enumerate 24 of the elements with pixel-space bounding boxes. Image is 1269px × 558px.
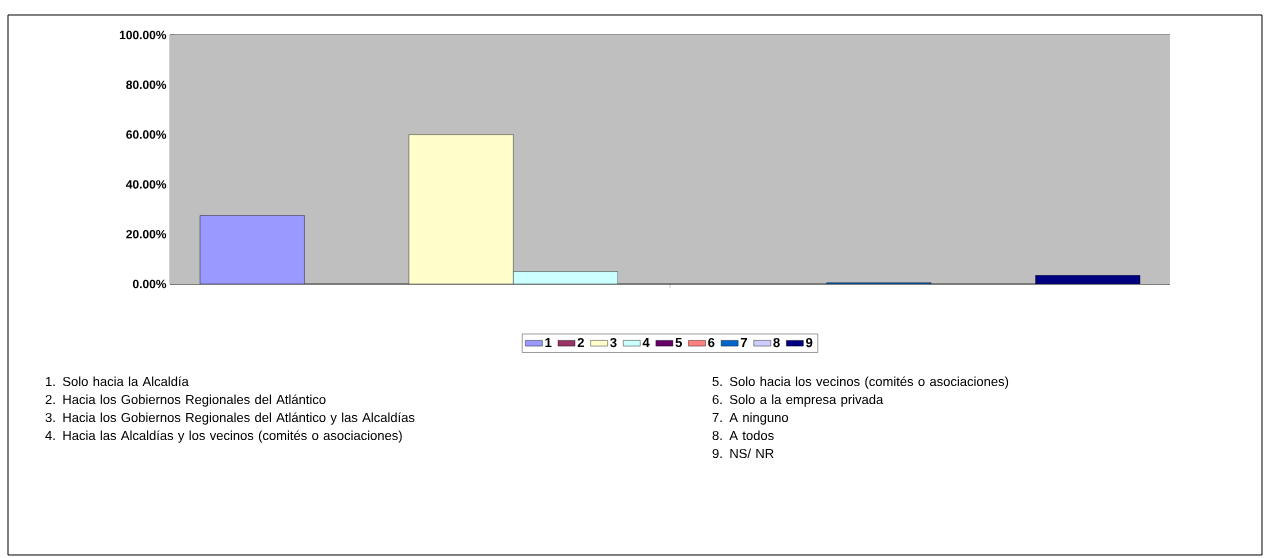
- y-tick-label: 0.00%: [132, 279, 167, 289]
- text: 6. Solo a la empresa privada: [712, 394, 884, 407]
- y-tick-label: 20.00%: [126, 229, 167, 239]
- legend-label: 4: [642, 338, 650, 347]
- text: 9. NS/ NR: [712, 448, 774, 459]
- legend-label: 6: [708, 337, 715, 348]
- y-tick-label: 60.00%: [126, 130, 167, 139]
- legend-label: 7: [740, 338, 747, 347]
- y-tick-label: 40.00%: [125, 180, 167, 189]
- legend-label: 5: [675, 338, 682, 348]
- y-tick-label: 80.00%: [126, 80, 167, 90]
- text: 1. Solo hacia la Alcaldía: [46, 376, 189, 387]
- text: 7. A ninguno: [712, 412, 789, 425]
- text: 5. Solo hacia los vecinos (comités o asociaciones): [712, 376, 1009, 389]
- text: 4. Hacia las Alcaldías y los vecinos (comités o asociaciones): [45, 430, 402, 443]
- legend-label: 1: [545, 338, 552, 347]
- text: 3. Hacia los Gobiernos Regionales del Atlántico y las Alcaldías: [45, 412, 415, 425]
- legend-label: 2: [577, 337, 584, 348]
- text: 2. Hacia los Gobiernos Regionales del Atlántico: [45, 394, 326, 407]
- legend-label: 3: [610, 337, 617, 348]
- legend-label: 9: [806, 337, 813, 348]
- text: 8. A todos: [712, 430, 774, 441]
- y-tick-label: 100.00%: [119, 30, 167, 40]
- legend-label: 8: [773, 337, 780, 348]
